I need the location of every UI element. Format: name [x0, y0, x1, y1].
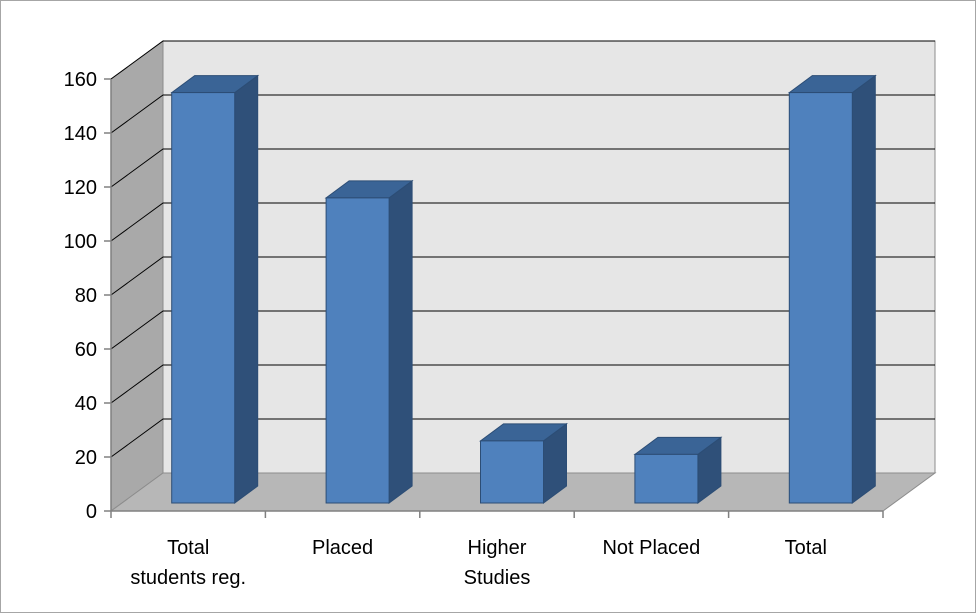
- bar-front: [480, 440, 544, 504]
- x-category-label: Placed: [312, 537, 373, 559]
- x-category-label: Total: [785, 537, 827, 559]
- bar: [170, 74, 260, 504]
- bar-side: [234, 74, 259, 504]
- gridline: [110, 418, 935, 458]
- bar-side: [851, 74, 876, 504]
- gridline: [110, 256, 935, 296]
- x-category-label: Higher: [468, 537, 527, 559]
- bar: [478, 422, 569, 504]
- gridline: [110, 364, 935, 404]
- bar: [787, 74, 877, 504]
- y-tick-label: 160: [64, 69, 97, 91]
- bar-front: [171, 92, 236, 504]
- bar-front: [788, 92, 853, 504]
- x-category-label: Studies: [464, 567, 531, 589]
- y-tick-label: 120: [64, 177, 97, 199]
- gridline: [110, 310, 935, 350]
- x-category-label: Not Placed: [602, 537, 700, 559]
- gridline: [110, 40, 935, 80]
- bar: [324, 179, 414, 504]
- y-tick-label: 80: [75, 285, 97, 307]
- y-tick-label: 100: [64, 231, 97, 253]
- y-tick-label: 140: [64, 123, 97, 145]
- x-category-label: students reg.: [130, 567, 246, 589]
- gridline: [110, 148, 935, 188]
- y-tick-label: 20: [75, 447, 97, 469]
- bar-front: [325, 197, 390, 504]
- gridline: [110, 94, 935, 134]
- bar: [633, 436, 723, 504]
- y-tick-label: 0: [86, 501, 97, 523]
- y-tick-label: 40: [75, 393, 97, 415]
- bar-side: [388, 179, 413, 504]
- gridline: [110, 202, 935, 242]
- bar-front: [634, 453, 699, 504]
- x-category-label: Total: [167, 537, 209, 559]
- y-tick-label: 60: [75, 339, 97, 361]
